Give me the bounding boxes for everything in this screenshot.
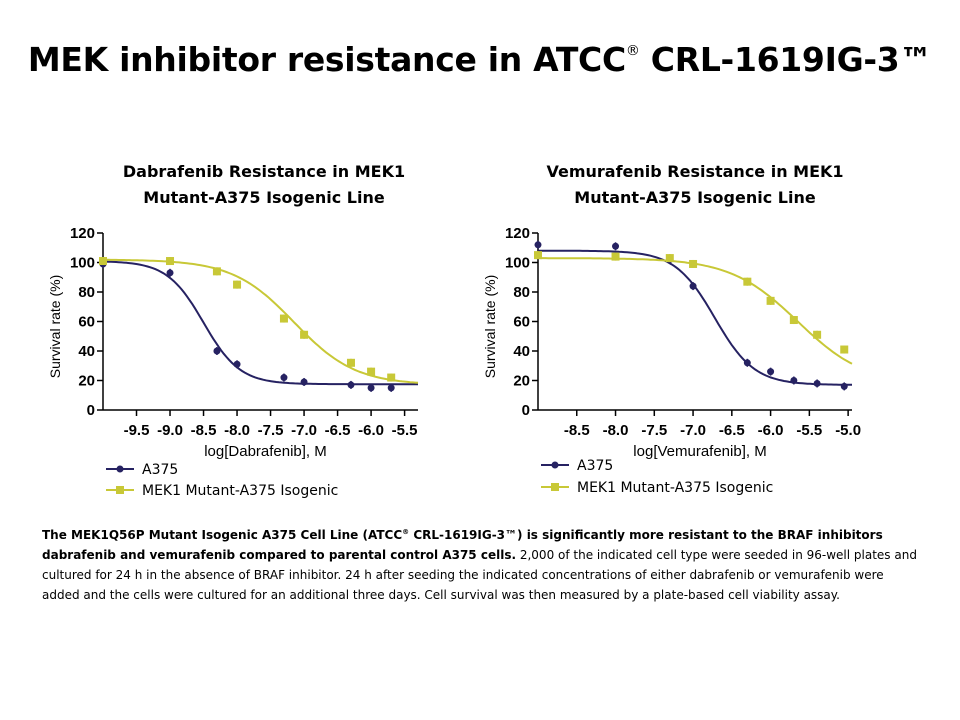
fit-curve-mek1 — [538, 257, 853, 365]
chart-title-line: Mutant-A375 Isogenic Line — [574, 188, 816, 207]
data-point-a375 — [743, 359, 751, 367]
data-point-mek1 — [99, 257, 107, 266]
data-point-a375 — [347, 381, 355, 389]
data-point-mek1 — [665, 254, 674, 263]
data-point-a375 — [767, 368, 775, 376]
data-point-a375 — [166, 269, 174, 277]
x-tick-label: -7.5 — [258, 422, 284, 439]
dabrafenib-chart: Dabrafenib Resistance in MEK1 Mutant-A375… — [47, 162, 419, 499]
data-point-a375 — [689, 282, 697, 290]
data-point-a375 — [790, 377, 798, 384]
data-point-mek1 — [534, 251, 542, 260]
data-point-a375 — [612, 242, 620, 250]
x-tick-label: -6.0 — [758, 422, 784, 439]
y-tick-label: 60 — [513, 314, 530, 331]
fit-curve-mek1 — [103, 258, 419, 384]
fit-curve-a375 — [102, 260, 418, 386]
x-tick-label: -5.5 — [796, 422, 822, 439]
data-point-mek1 — [346, 358, 355, 367]
figure-caption: The MEK1Q56P Mutant Isogenic A375 Cell L… — [42, 522, 922, 605]
caption-sup: ® — [402, 528, 410, 536]
data-point-a375 — [840, 382, 848, 390]
chart-title-line: Dabrafenib Resistance in MEK1 — [123, 162, 405, 181]
y-tick-label: 0 — [87, 402, 95, 419]
data-point-mek1 — [766, 296, 775, 305]
y-tick-label: 60 — [78, 314, 95, 331]
legend-marker-circle — [116, 465, 124, 473]
data-point-a375 — [233, 360, 241, 368]
y-axis-label: Survival rate (%) — [482, 275, 498, 378]
x-tick-label: -5.5 — [392, 422, 418, 439]
caption-body: 2,000 of the indicated cell type were se… — [42, 548, 917, 602]
data-point-a375 — [280, 374, 288, 382]
y-tick-label: 100 — [505, 255, 530, 272]
data-point-a375 — [213, 347, 221, 355]
x-tick-label: -8.5 — [191, 422, 217, 439]
x-tick-label: -8.0 — [603, 422, 629, 439]
x-tick-label: -7.0 — [291, 422, 317, 439]
legend-marker-circle — [551, 461, 559, 469]
y-tick-label: 100 — [70, 255, 95, 272]
data-point-a375 — [300, 378, 308, 386]
x-tick-label: -6.0 — [358, 422, 384, 439]
x-tick-label: -9.5 — [124, 422, 150, 439]
x-tick-label: -7.0 — [680, 422, 706, 439]
data-point-mek1 — [689, 259, 698, 268]
chart-title-line: Mutant-A375 Isogenic Line — [143, 188, 385, 207]
y-tick-label: 20 — [78, 373, 95, 390]
caption-bold-2: CRL-1619IG-3™) is significantly more res… — [42, 528, 883, 562]
y-tick-label: 80 — [513, 284, 530, 301]
x-tick-label: -6.5 — [325, 422, 351, 439]
y-tick-label: 120 — [70, 225, 95, 242]
x-tick-label: -6.5 — [719, 422, 745, 439]
fit-curve-a375 — [538, 249, 852, 386]
y-tick-label: 40 — [78, 343, 95, 360]
data-point-mek1 — [367, 367, 376, 376]
data-point-mek1 — [611, 252, 620, 261]
y-tick-label: 0 — [522, 402, 530, 419]
data-point-mek1 — [840, 345, 849, 354]
y-tick-label: 120 — [505, 225, 530, 242]
data-point-a375 — [813, 379, 821, 387]
x-tick-label: -9.0 — [157, 422, 183, 439]
x-tick-label: -8.5 — [564, 422, 590, 439]
legend-label: MEK1 Mutant-A375 Isogenic — [577, 480, 773, 496]
x-axis-label: log[Vemurafenib], M — [633, 443, 766, 460]
legend-label: A375 — [577, 458, 613, 474]
x-tick-label: -7.5 — [641, 422, 667, 439]
y-axis-label: Survival rate (%) — [47, 275, 63, 378]
legend-label: MEK1 Mutant-A375 Isogenic — [142, 483, 338, 499]
legend-label: A375 — [142, 462, 178, 478]
data-point-mek1 — [387, 373, 396, 382]
y-tick-label: 20 — [513, 373, 530, 390]
data-point-mek1 — [743, 277, 752, 286]
data-point-mek1 — [233, 280, 242, 289]
data-point-mek1 — [789, 316, 798, 325]
data-point-mek1 — [300, 330, 309, 339]
data-point-a375 — [534, 241, 542, 249]
data-point-mek1 — [166, 257, 175, 266]
x-tick-label: -5.0 — [835, 422, 861, 439]
page-title: MEK inhibitor resistance in ATCC® CRL-16… — [27, 40, 933, 79]
x-tick-label: -8.0 — [224, 422, 250, 439]
vemurafenib-chart: Vemurafenib Resistance in MEK1 Mutant-A37… — [482, 162, 861, 496]
data-point-mek1 — [279, 314, 288, 323]
chart-title-line: Vemurafenib Resistance in MEK1 — [546, 162, 843, 181]
y-tick-label: 80 — [78, 284, 95, 301]
legend-marker-square — [551, 483, 559, 491]
y-tick-label: 40 — [513, 343, 530, 360]
caption-bold-1: The MEK1Q56P Mutant Isogenic A375 Cell L… — [42, 528, 403, 542]
data-point-a375 — [387, 384, 395, 392]
x-axis-label: log[Dabrafenib], M — [204, 443, 327, 460]
data-point-mek1 — [813, 330, 822, 339]
legend-marker-square — [116, 486, 124, 494]
data-point-a375 — [367, 384, 375, 392]
data-point-mek1 — [212, 267, 221, 276]
